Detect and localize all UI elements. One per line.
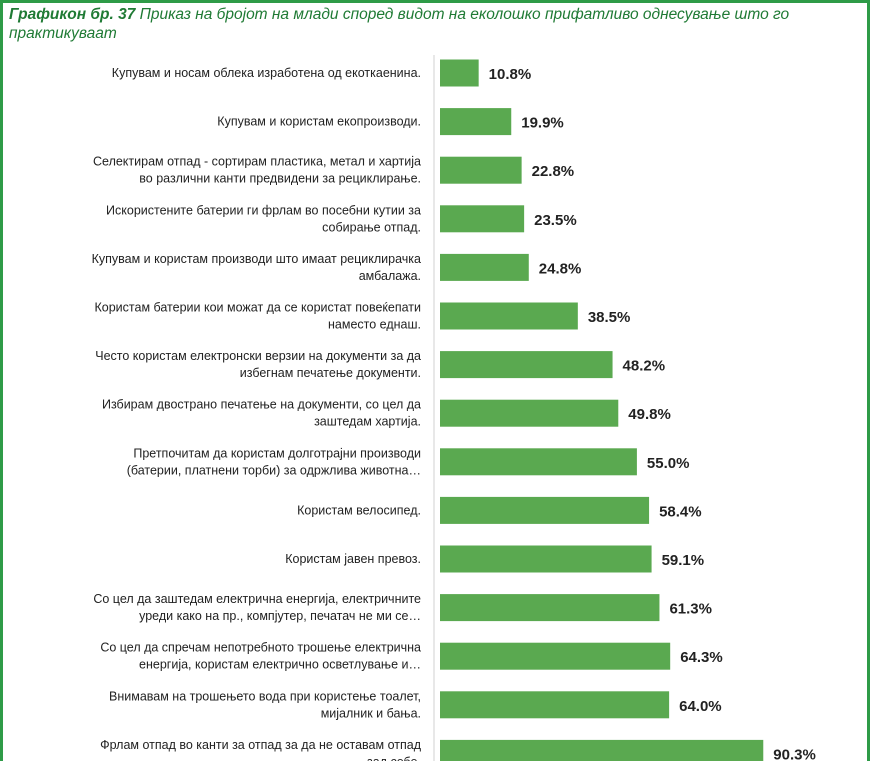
category-label-line: Често користам електронски верзии на док… [95, 349, 421, 363]
category-label-line: заштедам хартија. [314, 415, 421, 429]
category-label-line: Купувам и користам производи што имаат р… [92, 252, 421, 266]
category-label-13: Со цел да спречам непотребното трошење е… [100, 641, 421, 672]
category-label-8: Избирам двострано печатење на документи,… [102, 398, 421, 429]
value-label-8: 49.8% [628, 406, 671, 423]
category-label-line: наместо еднаш. [328, 318, 421, 332]
bar-1 [440, 59, 479, 87]
category-label-line: (батерии, платнени торби) за одржлива жи… [127, 463, 421, 477]
bar-15 [440, 739, 764, 761]
category-label-line: во различни канти предвидени за рециклир… [139, 172, 421, 186]
bar-2 [440, 108, 512, 136]
value-label-7: 48.2% [623, 358, 666, 375]
value-label-2: 19.9% [521, 115, 564, 132]
value-label-6: 38.5% [588, 309, 631, 326]
category-label-5: Купувам и користам производи што имаат р… [92, 252, 421, 283]
category-label-10: Користам велосипед. [297, 503, 421, 517]
bar-13 [440, 642, 671, 670]
category-label-line: амбалажа. [359, 269, 421, 283]
bar-9 [440, 448, 637, 476]
category-label-9: Претпочитам да користам долготрајни прои… [127, 446, 421, 477]
value-label-15: 90.3% [773, 746, 816, 761]
value-label-9: 55.0% [647, 455, 690, 472]
bar-6 [440, 302, 578, 330]
bar-14 [440, 691, 670, 719]
value-label-3: 22.8% [532, 163, 575, 180]
category-label-line: собирање отпад. [322, 220, 421, 234]
category-label-2: Купувам и користам екопроизводи. [217, 115, 421, 129]
category-label-15: Фрлам отпад во канти за отпад за да не о… [100, 738, 422, 761]
category-label-line: Внимавам на трошењето вода при користење… [109, 689, 421, 703]
chart-title-number: Графикон бр. 37 [9, 6, 136, 23]
value-label-4: 23.5% [534, 212, 577, 229]
category-label-line: Искористените батерии ги фрлам во посебн… [106, 203, 421, 217]
value-label-1: 10.8% [489, 66, 532, 83]
bar-3 [440, 156, 522, 184]
category-label-7: Често користам електронски верзии на док… [95, 349, 421, 380]
bar-10 [440, 496, 650, 524]
category-label-line: Фрлам отпад во канти за отпад за да не о… [100, 738, 422, 752]
category-label-line: Користам батерии кои можат да се користа… [94, 301, 421, 315]
category-label-12: Со цел да заштедам електрична енергија, … [93, 592, 421, 623]
category-label-line: Со цел да спречам непотребното трошење е… [100, 641, 421, 655]
category-label-line: Селектирам отпад - сортирам пластика, ме… [93, 155, 421, 169]
category-label-4: Искористените батерии ги фрлам во посебн… [106, 203, 421, 234]
bar-11 [440, 545, 652, 573]
bar-7 [440, 351, 613, 379]
category-label-line: избегнам печатење документи. [240, 366, 421, 380]
category-label-line: енергија, користам електрично осветлувањ… [139, 658, 421, 672]
bar-chart: 10.8% Купувам и носам облека изработена о… [92, 55, 816, 761]
bar-8 [440, 399, 619, 427]
chart-title: Графикон бр. 37 Приказ на бројот на млад… [9, 5, 861, 43]
chart-title-text: Приказ на бројот на млади според видот н… [9, 6, 790, 42]
category-label-line: Купувам и користам екопроизводи. [217, 115, 421, 129]
bar-4 [440, 205, 525, 233]
category-label-14: Внимавам на трошењето вода при користење… [109, 689, 421, 720]
value-label-10: 58.4% [659, 503, 702, 520]
category-label-line: Користам велосипед. [297, 503, 421, 517]
category-label-3: Селектирам отпад - сортирам пластика, ме… [93, 155, 421, 186]
category-label-1: Купувам и носам облека изработена од еко… [112, 66, 421, 80]
category-label-6: Користам батерии кои можат да се користа… [94, 301, 421, 332]
value-label-14: 64.0% [679, 698, 722, 715]
category-label-line: Купувам и носам облека изработена од еко… [112, 66, 421, 80]
value-label-5: 24.8% [539, 260, 582, 277]
value-label-11: 59.1% [662, 552, 705, 569]
category-label-line: Со цел да заштедам електрична енергија, … [93, 592, 421, 606]
value-label-12: 61.3% [669, 601, 712, 618]
category-label-line: Користам јавен превоз. [285, 552, 421, 566]
category-label-line: зад себе. [367, 755, 421, 761]
category-label-line: Претпочитам да користам долготрајни прои… [133, 446, 421, 460]
category-label-line: Избирам двострано печатење на документи,… [102, 398, 421, 412]
bar-12 [440, 594, 660, 622]
category-label-11: Користам јавен превоз. [285, 552, 421, 566]
category-label-line: мијалник и бања. [321, 706, 421, 720]
value-label-13: 64.3% [680, 649, 723, 666]
category-label-line: уреди како на пр., компјутер, печатач не… [139, 609, 421, 623]
bar-5 [440, 253, 529, 281]
